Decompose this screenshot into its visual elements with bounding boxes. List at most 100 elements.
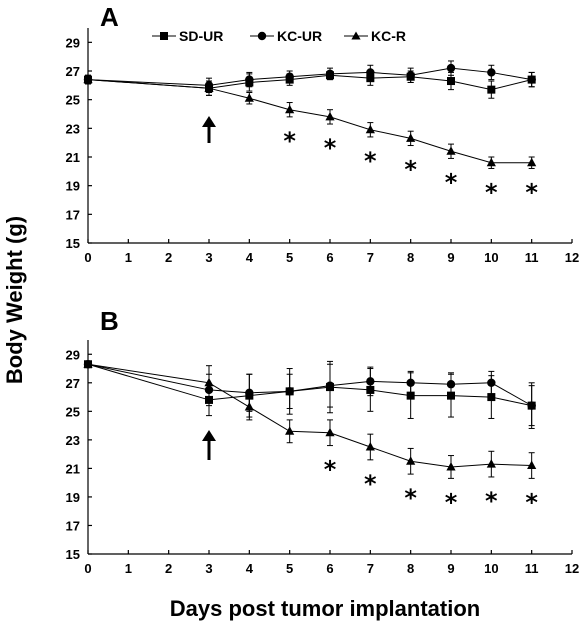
- x-tick-label: 10: [484, 250, 498, 265]
- significance-star-icon: *: [485, 178, 498, 206]
- legend: SD-UR KC-UR KC-R: [152, 28, 406, 44]
- x-tick-label: 10: [484, 561, 498, 576]
- significance-star-icon: *: [445, 168, 458, 196]
- legend-entry-kc-r: KC-R: [344, 28, 406, 44]
- panel-label-b: B: [100, 306, 119, 336]
- series-sd-ur-b: [84, 360, 536, 429]
- legend-entry-sd-ur: SD-UR: [152, 28, 223, 44]
- data-point-triangle: [446, 146, 456, 155]
- x-tick-label: 7: [367, 250, 374, 265]
- y-axis-label: Body Weight (g): [2, 216, 27, 384]
- treatment-start-arrow-icon: [202, 116, 216, 143]
- x-tick-label: 9: [447, 561, 454, 576]
- data-point-circle: [487, 68, 496, 77]
- x-tick-label: 2: [165, 561, 172, 576]
- x-tick-label: 11: [525, 561, 539, 576]
- data-point-triangle: [285, 426, 295, 435]
- x-tick-label: 7: [367, 561, 374, 576]
- series-line-sd-ur: [87, 363, 532, 407]
- series-line-kc-r: [87, 79, 532, 164]
- data-point-triangle: [83, 74, 93, 84]
- y-tick-label: 19: [66, 490, 80, 505]
- series-line-kc-r: [87, 363, 532, 468]
- data-point-circle: [366, 68, 375, 77]
- significance-star-icon: *: [364, 470, 377, 498]
- y-tick-label: 21: [66, 461, 80, 476]
- data-point-triangle: [406, 133, 416, 142]
- x-tick-label: 0: [84, 561, 91, 576]
- data-point-circle: [446, 63, 456, 73]
- data-point-triangle: [83, 359, 93, 368]
- data-point-triangle: [406, 456, 416, 465]
- series-line-kc-ur: [87, 363, 532, 407]
- x-tick-label: 12: [565, 250, 579, 265]
- x-tick-label: 11: [525, 250, 539, 265]
- data-point-triangle: [486, 157, 496, 167]
- x-tick-label: 8: [407, 561, 414, 576]
- y-tick-label: 25: [66, 93, 80, 108]
- data-point-triangle: [486, 459, 496, 468]
- significance-star-icon: *: [404, 156, 417, 184]
- data-point-square: [487, 85, 496, 94]
- plot-area-b: * * * * * *: [83, 359, 538, 516]
- data-point-circle: [245, 388, 254, 397]
- significance-star-icon: *: [404, 484, 417, 512]
- data-point-triangle: [204, 83, 214, 92]
- series-kc-ur-a: [83, 60, 536, 93]
- data-point-triangle: [365, 124, 375, 134]
- significance-star-icon: *: [485, 487, 498, 515]
- x-tick-label: 1: [125, 561, 132, 576]
- data-point-circle: [366, 377, 375, 386]
- treatment-start-arrow-icon: [202, 430, 216, 460]
- x-tick-label: 6: [326, 250, 333, 265]
- data-point-circle: [285, 387, 294, 396]
- y-tick-label: 23: [66, 121, 80, 136]
- y-tick-label: 23: [66, 433, 80, 448]
- series-kc-r-b: [83, 359, 537, 479]
- x-tick-label: 5: [286, 250, 293, 265]
- plot-area-a: * * * * * * *: [83, 60, 538, 206]
- series-kc-r-a: [83, 74, 537, 169]
- series-line-kc-ur: [87, 67, 532, 86]
- x-tick-label: 3: [205, 250, 212, 265]
- data-point-triangle: [285, 104, 295, 114]
- data-point-square: [406, 391, 415, 400]
- y-tick-label: 19: [66, 179, 80, 194]
- x-tick-label: 0: [84, 250, 91, 265]
- data-point-square: [487, 393, 496, 402]
- legend-label-kc-r: KC-R: [371, 28, 406, 44]
- x-tick-label: 1: [125, 250, 132, 265]
- data-point-circle: [527, 75, 536, 84]
- data-point-circle: [527, 401, 536, 410]
- significance-star-icon: *: [324, 134, 337, 162]
- data-point-circle: [245, 75, 254, 84]
- data-point-square: [447, 77, 455, 86]
- x-tick-label: 4: [246, 561, 254, 576]
- data-point-triangle: [527, 157, 537, 167]
- x-tick-label: 12: [565, 561, 579, 576]
- y-tick-label: 27: [66, 64, 80, 79]
- data-point-triangle: [325, 427, 335, 437]
- significance-star-icon: *: [283, 127, 296, 155]
- data-point-triangle: [244, 402, 254, 411]
- x-tick-label: 6: [326, 561, 333, 576]
- y-tick-label: 27: [66, 376, 80, 391]
- legend-entry-kc-ur: KC-UR: [250, 28, 322, 44]
- panel-label-a: A: [100, 2, 119, 32]
- x-tick-label: 5: [286, 561, 293, 576]
- series-line-sd-ur: [87, 74, 532, 91]
- x-tick-label: 2: [165, 250, 172, 265]
- data-point-circle: [406, 378, 415, 387]
- data-point-triangle: [204, 377, 214, 387]
- x-tick-label: 8: [407, 250, 414, 265]
- significance-star-icon: *: [445, 488, 458, 516]
- x-tick-label: 4: [246, 250, 254, 265]
- y-tick-label: 25: [66, 404, 80, 419]
- x-axis-label: Days post tumor implantation: [170, 596, 480, 621]
- data-point-circle: [325, 381, 335, 390]
- y-tick-label: 15: [66, 236, 80, 251]
- data-point-triangle: [527, 460, 537, 470]
